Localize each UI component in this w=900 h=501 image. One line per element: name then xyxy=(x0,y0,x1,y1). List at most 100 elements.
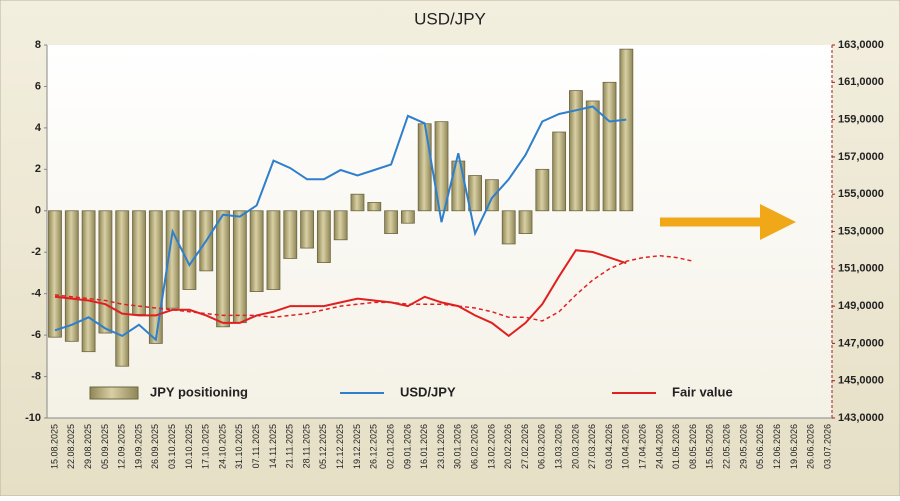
y-tick-label: 2 xyxy=(35,163,41,175)
x-tick-label: 05.12.2025 xyxy=(318,424,328,469)
bar xyxy=(350,193,365,212)
x-tick-label: 13.03.2026 xyxy=(554,424,564,469)
x-tick-label: 05.06.2026 xyxy=(755,424,765,469)
y2-tick-label: 157,0000 xyxy=(838,151,884,163)
y2-tick-label: 161,0000 xyxy=(838,76,884,88)
y-tick-label: -2 xyxy=(31,246,41,258)
x-tick-label: 20.02.2026 xyxy=(503,424,513,469)
x-tick-label: 03.04.2026 xyxy=(604,424,614,469)
x-tick-label: 05.09.2025 xyxy=(100,424,110,469)
y2-tick-label: 143,0000 xyxy=(838,412,884,424)
bar xyxy=(300,210,314,249)
bar xyxy=(148,210,163,344)
x-tick-label: 28.11.2025 xyxy=(301,424,311,468)
legend-label: Fair value xyxy=(672,384,733,399)
y-tick-label: 0 xyxy=(35,205,41,217)
x-tick-label: 24.04.2026 xyxy=(654,424,664,469)
x-tick-label: 01.05.2026 xyxy=(671,424,681,469)
y2-tick-label: 151,0000 xyxy=(838,263,884,275)
bar xyxy=(48,210,62,338)
x-tick-label: 10.04.2026 xyxy=(621,424,631,469)
y2-tick-label: 163,0000 xyxy=(838,39,884,51)
bar xyxy=(165,210,180,309)
y2-tick-label: 153,0000 xyxy=(838,225,884,237)
x-tick-label: 07.11.2025 xyxy=(251,424,261,468)
x-tick-label: 03.07.2026 xyxy=(822,424,832,469)
bar xyxy=(249,210,264,292)
bar xyxy=(232,210,247,324)
y-tick-label: 4 xyxy=(35,122,42,134)
bar xyxy=(266,210,281,290)
legend-label: USD/JPY xyxy=(400,384,456,399)
x-tick-label: 19.09.2025 xyxy=(133,424,143,469)
y-tick-label: -8 xyxy=(31,370,41,382)
legend-label: JPY positioning xyxy=(150,384,248,399)
bar xyxy=(64,210,79,342)
x-tick-label: 08.05.2026 xyxy=(688,424,698,469)
bar xyxy=(468,175,483,212)
bar xyxy=(384,210,398,234)
y-tick-label: -4 xyxy=(31,288,42,300)
y-tick-label: -10 xyxy=(25,412,41,424)
bar xyxy=(182,210,197,290)
x-tick-label: 15.05.2026 xyxy=(705,424,715,469)
bar xyxy=(585,100,600,212)
bar xyxy=(115,210,130,367)
bar xyxy=(434,121,449,212)
x-tick-label: 12.06.2026 xyxy=(772,424,782,469)
chart-title: USD/JPY xyxy=(414,9,486,28)
y2-tick-label: 149,0000 xyxy=(838,300,884,312)
y2-tick-label: 147,0000 xyxy=(838,337,884,349)
bar xyxy=(518,210,533,234)
x-tick-label: 29.08.2025 xyxy=(83,424,93,469)
bar xyxy=(98,210,113,334)
bar xyxy=(367,202,382,212)
x-tick-label: 19.12.2025 xyxy=(352,424,362,469)
x-tick-label: 16.01.2026 xyxy=(419,424,429,469)
x-tick-label: 10.10.2025 xyxy=(184,424,194,469)
bar xyxy=(283,210,298,259)
x-tick-label: 12.12.2025 xyxy=(335,424,345,469)
x-tick-label: 13.02.2026 xyxy=(486,424,496,469)
x-tick-label: 14.11.2025 xyxy=(268,424,278,468)
x-tick-label: 03.10.2025 xyxy=(167,424,177,469)
x-tick-label: 24.10.2025 xyxy=(217,424,227,469)
bar xyxy=(535,168,550,212)
bar xyxy=(81,210,96,353)
x-tick-label: 26.12.2025 xyxy=(369,424,379,469)
y-tick-label: 8 xyxy=(35,39,41,51)
bar xyxy=(132,210,146,315)
bar xyxy=(417,123,432,212)
bar xyxy=(602,81,617,212)
bar xyxy=(619,48,634,212)
x-tick-label: 02.01.2026 xyxy=(385,424,395,469)
x-tick-label: 20.03.2026 xyxy=(570,424,580,469)
x-tick-label: 31.10.2025 xyxy=(234,424,244,469)
y2-tick-label: 159,0000 xyxy=(838,114,884,126)
x-tick-label: 26.06.2026 xyxy=(806,424,816,469)
x-tick-label: 21.11.2025 xyxy=(285,424,295,468)
x-tick-label: 06.03.2026 xyxy=(537,424,547,469)
line xyxy=(54,249,627,338)
x-tick-label: 09.01.2026 xyxy=(402,424,412,469)
x-tick-label: 27.02.2026 xyxy=(520,424,530,469)
y2-tick-label: 145,0000 xyxy=(838,375,884,387)
bar xyxy=(569,90,583,212)
line xyxy=(54,254,694,322)
x-tick-label: 17.10.2025 xyxy=(201,424,211,469)
x-tick-label: 22.08.2025 xyxy=(66,424,76,469)
x-tick-label: 26.09.2025 xyxy=(150,424,160,469)
y-tick-label: 6 xyxy=(35,80,41,92)
x-tick-label: 22.05.2026 xyxy=(722,424,732,469)
bar xyxy=(216,210,230,328)
x-tick-label: 27.03.2026 xyxy=(587,424,597,469)
x-tick-label: 17.04.2026 xyxy=(638,424,648,469)
y2-tick-label: 155,0000 xyxy=(838,188,884,200)
x-tick-label: 23.01.2026 xyxy=(436,424,446,469)
x-tick-label: 29.05.2026 xyxy=(738,424,748,469)
bar xyxy=(501,210,516,245)
bar xyxy=(400,210,415,224)
x-tick-label: 12.09.2025 xyxy=(117,424,127,469)
plot-area xyxy=(47,45,832,418)
